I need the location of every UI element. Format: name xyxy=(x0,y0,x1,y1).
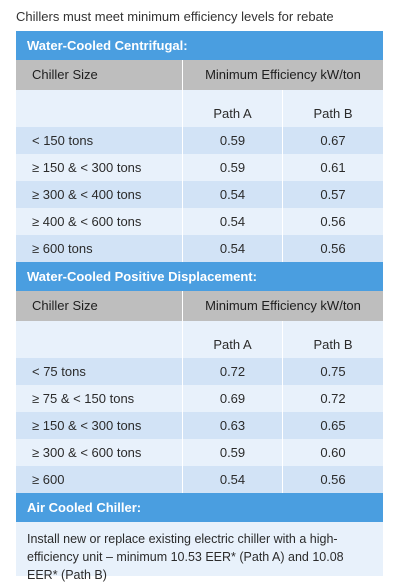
path-a-value: 0.54 xyxy=(183,208,283,235)
table-row: ≥ 75 & < 150 tons 0.69 0.72 xyxy=(16,385,383,412)
table-row: < 75 tons 0.72 0.75 xyxy=(16,358,383,385)
path-a-value: 0.54 xyxy=(183,181,283,208)
path-a-value: 0.59 xyxy=(183,439,283,466)
empty-cell xyxy=(16,90,183,127)
path-b-value: 0.67 xyxy=(320,133,346,148)
air-cooled-section-title: Air Cooled Chiller: xyxy=(16,493,383,522)
centrifugal-column-headers: Chiller Size Minimum Efficiency kW/ton xyxy=(16,60,383,90)
path-b-value: 0.57 xyxy=(320,187,346,202)
table-row: ≥ 300 & < 600 tons 0.59 0.60 xyxy=(16,439,383,466)
path-b-header: Path B xyxy=(313,337,353,352)
table-row: ≥ 400 & < 600 tons 0.54 0.56 xyxy=(16,208,383,235)
chiller-size-cell: ≥ 300 & < 600 tons xyxy=(16,439,183,466)
table-row: < 150 tons 0.59 0.67 xyxy=(16,127,383,154)
path-b-value: 0.61 xyxy=(320,160,346,175)
path-a-value: 0.59 xyxy=(183,154,283,181)
page-caption: Chillers must meet minimum efficiency le… xyxy=(16,9,334,24)
positive-displacement-section-title: Water-Cooled Positive Displacement: xyxy=(16,262,383,291)
chiller-size-cell: ≥ 400 & < 600 tons xyxy=(16,208,183,235)
path-b-value: 0.56 xyxy=(320,241,346,256)
chiller-size-cell: ≥ 75 & < 150 tons xyxy=(16,385,183,412)
chiller-size-cell: ≥ 600 xyxy=(16,466,183,493)
path-a-value: 0.54 xyxy=(183,466,283,493)
path-b-header: Path B xyxy=(313,106,353,121)
table-row: ≥ 150 & < 300 tons 0.63 0.65 xyxy=(16,412,383,439)
chiller-size-header: Chiller Size xyxy=(16,291,183,321)
chiller-size-cell: ≥ 300 & < 400 tons xyxy=(16,181,183,208)
table-row: ≥ 150 & < 300 tons 0.59 0.61 xyxy=(16,154,383,181)
table-row: ≥ 300 & < 400 tons 0.54 0.57 xyxy=(16,181,383,208)
path-header-row: Path A Path B xyxy=(16,90,383,127)
path-b-value: 0.56 xyxy=(320,214,346,229)
path-b-value: 0.65 xyxy=(320,418,346,433)
path-a-value: 0.69 xyxy=(183,385,283,412)
table-row: ≥ 600 0.54 0.56 xyxy=(16,466,383,493)
table-row: ≥ 600 tons 0.54 0.56 xyxy=(16,235,383,262)
path-a-header: Path A xyxy=(183,90,283,127)
path-b-value: 0.72 xyxy=(320,391,346,406)
path-a-value: 0.59 xyxy=(183,127,283,154)
min-efficiency-header: Minimum Efficiency kW/ton xyxy=(205,67,361,82)
positive-column-headers: Chiller Size Minimum Efficiency kW/ton xyxy=(16,291,383,321)
empty-cell xyxy=(16,321,183,358)
chiller-size-cell: ≥ 150 & < 300 tons xyxy=(16,154,183,181)
rebate-efficiency-table: Water-Cooled Centrifugal: Chiller Size M… xyxy=(16,31,383,582)
path-a-value: 0.63 xyxy=(183,412,283,439)
air-cooled-description: Install new or replace existing electric… xyxy=(16,522,383,582)
path-b-value: 0.75 xyxy=(320,364,346,379)
path-a-value: 0.72 xyxy=(183,358,283,385)
chiller-size-cell: ≥ 150 & < 300 tons xyxy=(16,412,183,439)
path-b-value: 0.60 xyxy=(320,445,346,460)
chiller-size-header: Chiller Size xyxy=(16,60,183,90)
chiller-size-cell: < 150 tons xyxy=(16,127,183,154)
chiller-size-cell: ≥ 600 tons xyxy=(16,235,183,262)
path-b-value: 0.56 xyxy=(320,472,346,487)
path-header-row: Path A Path B xyxy=(16,321,383,358)
path-a-value: 0.54 xyxy=(183,235,283,262)
centrifugal-section-title: Water-Cooled Centrifugal: xyxy=(16,31,383,60)
chiller-size-cell: < 75 tons xyxy=(16,358,183,385)
path-a-header: Path A xyxy=(183,321,283,358)
min-efficiency-header: Minimum Efficiency kW/ton xyxy=(205,298,361,313)
